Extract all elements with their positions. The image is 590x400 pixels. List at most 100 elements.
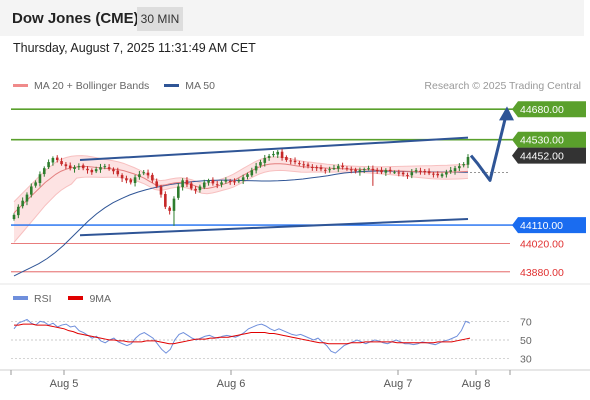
- timeframe-button[interactable]: 30 MIN: [137, 7, 183, 31]
- candle-body: [133, 177, 137, 184]
- candle-body: [189, 183, 193, 189]
- legend-swatch-rsi: [13, 296, 28, 301]
- rsi-9ma-line: [14, 323, 471, 345]
- candle-body: [185, 180, 189, 185]
- legend-label-rsi: RSI: [34, 293, 52, 305]
- candle-body: [90, 170, 94, 173]
- candle-body: [319, 167, 323, 170]
- candle-body: [29, 186, 33, 195]
- candle-body: [233, 181, 236, 183]
- candle-body: [358, 170, 362, 173]
- candle-body: [375, 170, 379, 172]
- candle-body: [241, 177, 245, 181]
- candle-body: [384, 170, 388, 173]
- candle-body: [315, 167, 318, 169]
- candle-body: [138, 174, 141, 178]
- candle-body: [414, 170, 418, 172]
- candle-body: [458, 166, 461, 169]
- forecast-arrow-head: [499, 106, 514, 121]
- candle-body: [263, 158, 267, 163]
- candle-body: [371, 168, 375, 171]
- candle-body: [64, 164, 68, 167]
- candle-body: [427, 171, 431, 174]
- candle-body: [449, 170, 453, 172]
- candle-body: [55, 157, 59, 161]
- legend-label-ma50: MA 50: [185, 80, 215, 92]
- candlesticks: [12, 149, 470, 226]
- channel-upper-line: [79, 136, 469, 162]
- candle-body: [349, 169, 353, 171]
- legend-label-9ma: 9MA: [89, 293, 112, 305]
- level-label: 43880.00: [520, 267, 564, 279]
- candle-body: [254, 166, 258, 171]
- candle-body: [367, 168, 370, 170]
- level-label: 44680.00: [520, 104, 564, 116]
- candle-body: [440, 174, 444, 177]
- candle-body: [168, 207, 171, 211]
- chart-header: Dow Jones (CME) 30 MIN: [0, 0, 584, 36]
- candle-body: [306, 164, 310, 167]
- instrument-title: Dow Jones (CME): [12, 10, 139, 27]
- level-tag-pivot: [512, 217, 586, 234]
- candle-body: [289, 160, 293, 162]
- bollinger-lower-line: [13, 169, 469, 243]
- candle-body: [354, 169, 357, 172]
- x-tick-label: Aug 8: [462, 378, 491, 390]
- level-label: 44020.00: [520, 238, 564, 250]
- candle-body: [341, 165, 344, 168]
- candle-body: [298, 163, 301, 165]
- candle-body: [419, 170, 422, 172]
- candle-body: [25, 194, 29, 202]
- candle-body: [410, 172, 414, 176]
- candle-body: [302, 164, 305, 166]
- legend-item-9ma: 9MA: [68, 293, 111, 305]
- candle-body: [436, 173, 440, 176]
- legend-swatch-9ma: [68, 296, 84, 301]
- candle-body: [77, 166, 81, 168]
- bollinger-upper-line: [13, 155, 469, 203]
- candle-body: [211, 179, 215, 184]
- candle-body: [276, 151, 280, 155]
- candle-body: [224, 180, 228, 182]
- legend-item-rsi: RSI: [13, 293, 52, 305]
- candle-body: [60, 161, 63, 165]
- candle-body: [73, 167, 76, 169]
- candle-body: [194, 188, 197, 191]
- candle-body: [237, 180, 241, 182]
- ma20-line: [13, 163, 469, 214]
- candle-body: [112, 169, 115, 172]
- candle-body: [432, 173, 435, 175]
- legend-item-ma50: MA 50: [164, 80, 215, 92]
- candle-body: [181, 180, 184, 188]
- rsi-tick-label: 30: [520, 354, 532, 366]
- level-tag-last: [512, 147, 586, 164]
- forecast-arrow-path: [469, 114, 508, 182]
- candle-body: [12, 214, 16, 219]
- level-tag-resistance: [512, 101, 586, 118]
- candle-body: [17, 206, 20, 216]
- candle-body: [453, 168, 457, 172]
- level-tag-resistance: [512, 131, 586, 148]
- ma50-line: [13, 170, 468, 277]
- candle-body: [445, 172, 448, 175]
- candle-body: [311, 166, 314, 168]
- candle-body: [129, 179, 133, 183]
- candle-body: [220, 182, 223, 185]
- candle-body: [423, 171, 427, 173]
- candle-body: [345, 168, 349, 170]
- candle-body: [259, 162, 262, 166]
- candle-body: [172, 198, 176, 211]
- candle-body: [151, 174, 154, 181]
- candle-body: [328, 169, 331, 171]
- candle-body: [285, 156, 288, 161]
- price-legend: MA 20 + Bollinger Bands MA 50: [13, 80, 227, 92]
- candle-body: [228, 180, 232, 182]
- level-label: 44530.00: [520, 135, 564, 147]
- candle-body: [34, 182, 37, 186]
- candle-body: [466, 156, 470, 165]
- bollinger-band-fill: [14, 155, 468, 243]
- timestamp: Thursday, August 7, 2025 11:31:49 AM CET: [13, 41, 256, 55]
- candle-body: [164, 193, 167, 207]
- candle-body: [81, 165, 85, 169]
- rsi-line: [13, 318, 471, 354]
